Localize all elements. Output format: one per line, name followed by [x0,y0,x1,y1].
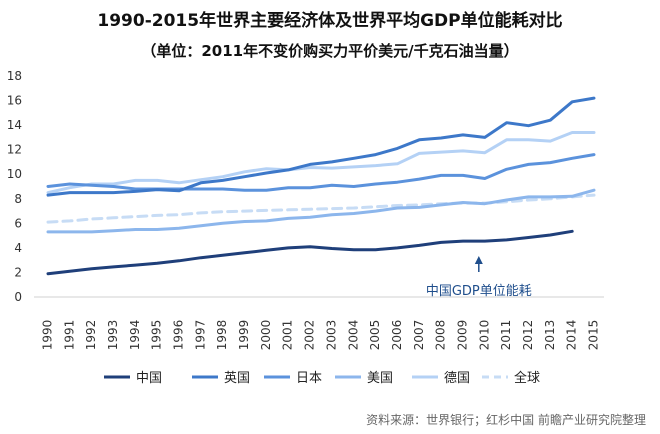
x-tick-label: 2013 [543,320,557,351]
legend-label-德国: 德国 [444,371,470,386]
x-tick-label: 2003 [324,320,338,351]
x-tick-label: 2009 [455,320,469,351]
x-tick-label: 2000 [259,320,273,351]
y-tick-label: 16 [7,94,22,108]
x-tick-label: 2004 [346,320,360,351]
legend-label-英国: 英国 [224,371,250,386]
x-tick-label: 2001 [281,320,295,351]
chart-title: 1990-2015年世界主要经济体及世界平均GDP单位能耗对比 [97,11,563,31]
x-tick-label: 1996 [172,320,186,351]
x-tick-label: 1997 [193,320,207,351]
annotation-label: 中国GDP单位能耗 [426,284,532,299]
x-tick-label: 2015 [587,320,601,351]
chart-subtitle: （单位：2011年不变价购买力平价美元/千克石油当量） [141,42,519,60]
y-tick-label: 4 [14,241,22,255]
x-tick-label: 1990 [41,320,55,351]
series-line-英国 [46,96,596,197]
x-tick-label: 2014 [565,320,579,351]
legend-label-日本: 日本 [296,371,322,386]
x-tick-label: 2011 [499,320,513,351]
y-tick-label: 6 [14,216,22,230]
y-tick-label: 10 [7,167,22,181]
x-tick-label: 1998 [215,320,229,351]
annotation-arrow-head [474,256,483,264]
x-tick-label: 2002 [303,320,317,351]
x-tick-label: 2005 [368,320,382,351]
series-line-中国 [46,229,574,276]
series-line-美国 [46,188,596,234]
y-tick-label: 18 [7,69,22,83]
y-tick-label: 2 [14,265,22,279]
y-tick-label: 14 [7,118,22,132]
x-tick-label: 1999 [237,320,251,351]
x-tick-label: 1994 [128,320,142,351]
x-tick-label: 1995 [150,320,164,351]
x-tick-label: 1993 [106,320,120,351]
x-tick-label: 2006 [390,320,404,351]
x-tick-label: 1991 [62,320,76,351]
x-tick-label: 2012 [521,320,535,351]
y-tick-label: 0 [14,290,22,304]
series-line-日本 [46,153,596,192]
x-tick-label: 2010 [477,320,491,351]
legend-label-美国: 美国 [367,371,393,386]
series-line-德国 [46,131,596,195]
x-tick-label: 1992 [84,320,98,351]
y-tick-label: 8 [14,192,22,206]
source-note: 资料来源：世界银行；红杉中国 前瞻产业研究院整理 [366,413,646,427]
x-tick-label: 2007 [412,320,426,351]
x-tick-label: 2008 [434,320,448,351]
y-tick-label: 12 [7,143,22,157]
legend-label-全球: 全球 [514,370,540,386]
legend-label-中国: 中国 [136,371,162,386]
